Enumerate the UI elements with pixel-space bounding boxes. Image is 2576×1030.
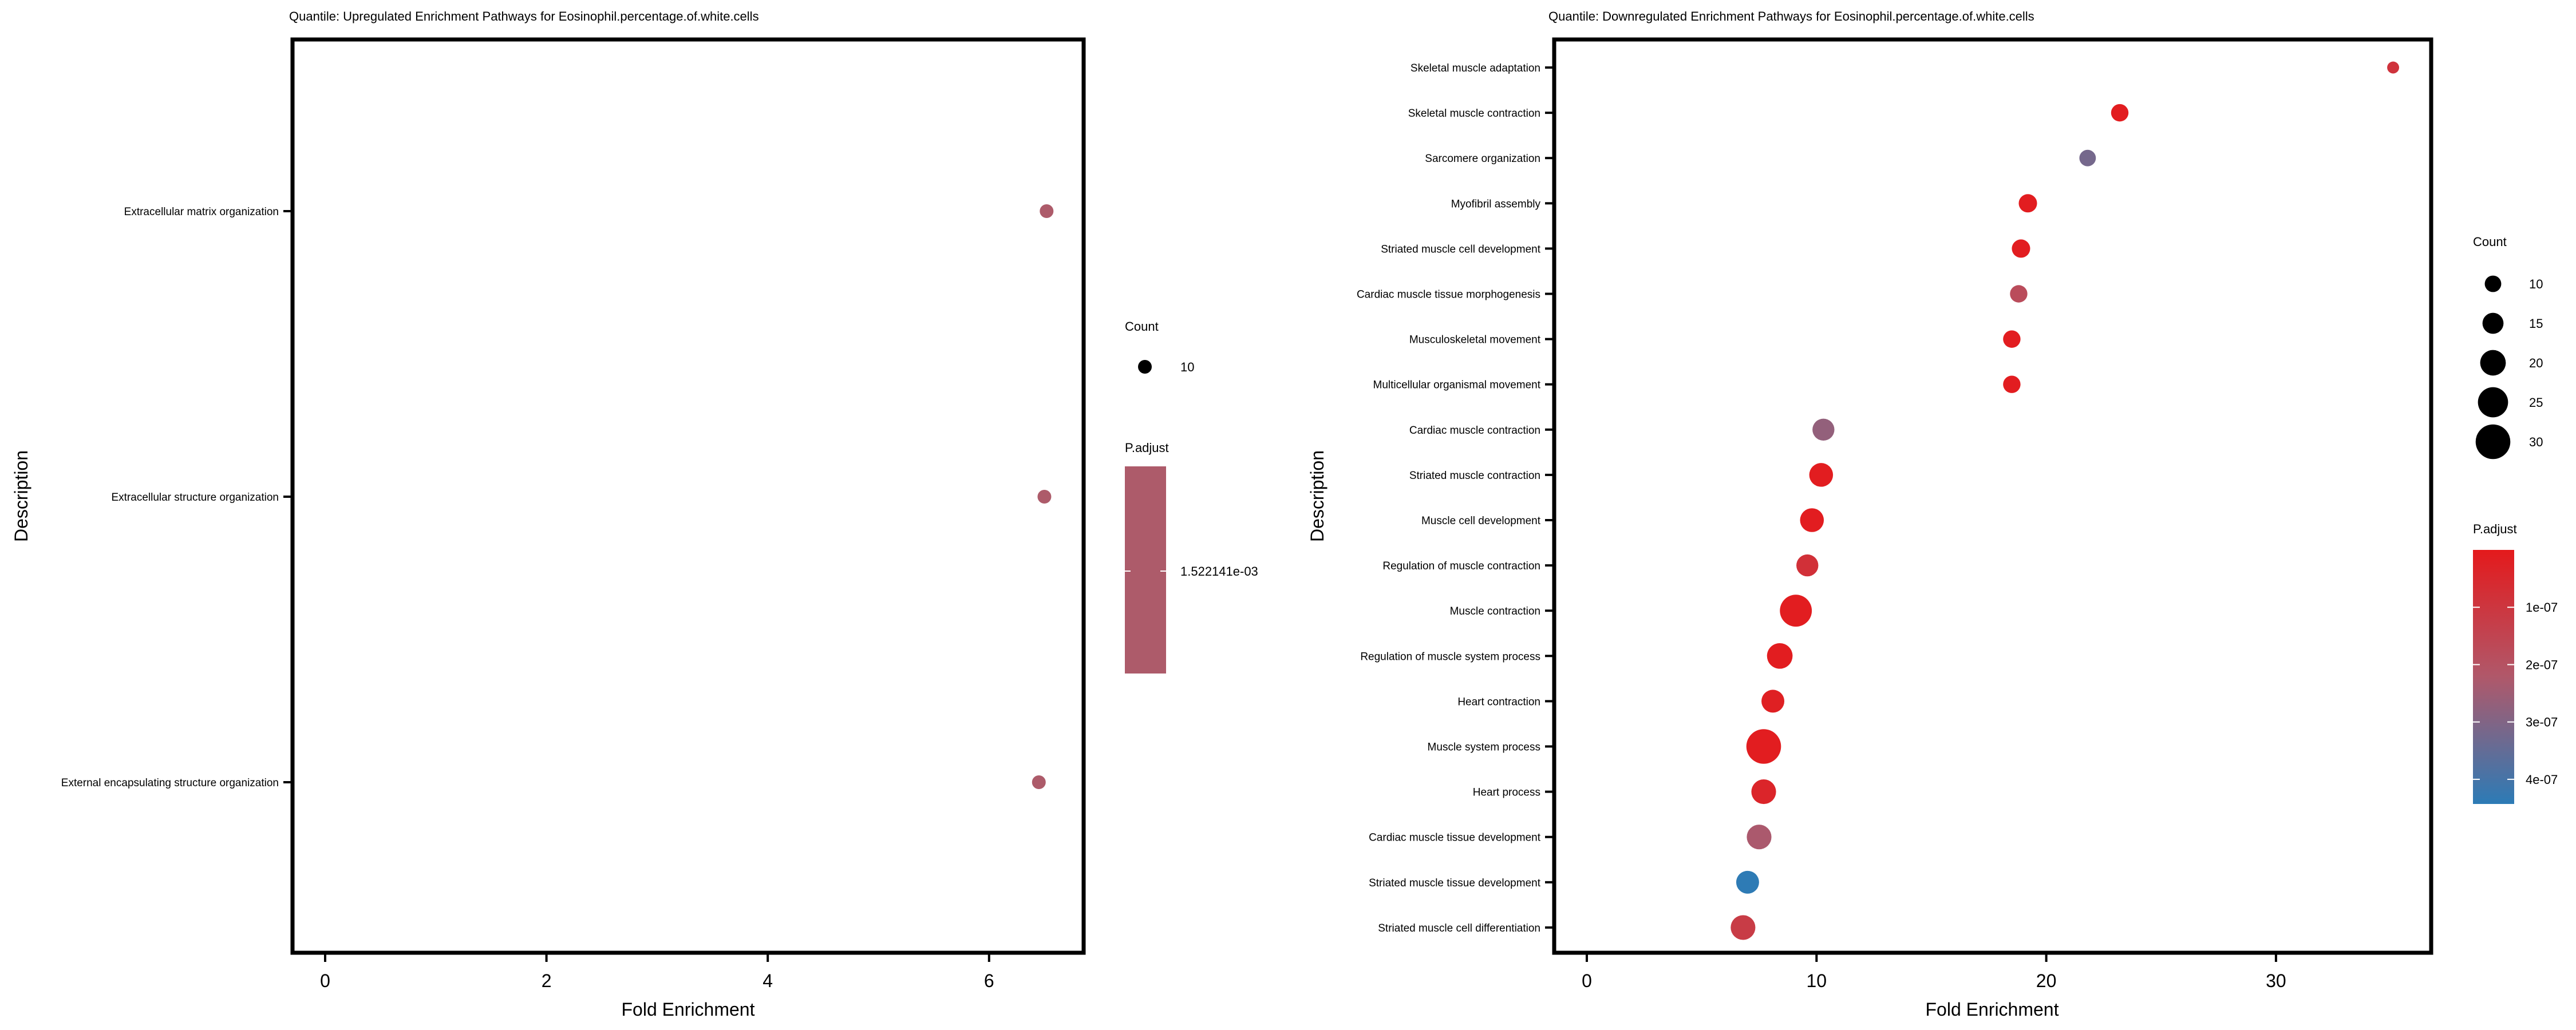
y-tick-label: Striated muscle cell differentiation	[1378, 922, 1540, 934]
data-point	[2111, 104, 2129, 122]
padjust-legend-title: P.adjust	[1125, 441, 1169, 455]
count-legend-label: 15	[2529, 316, 2543, 331]
y-tick-label: Muscle system process	[1428, 742, 1540, 754]
data-point	[1037, 490, 1052, 504]
count-legend-label: 10	[2529, 277, 2543, 291]
data-point	[2012, 239, 2030, 258]
downregulated-panel: Quantile: Downregulated Enrichment Pathw…	[1307, 9, 2558, 1020]
count-legend-label: 20	[2529, 356, 2543, 370]
x-tick-label: 6	[984, 970, 994, 991]
data-point	[1040, 204, 1054, 218]
data-point	[1736, 870, 1759, 894]
plot-border	[290, 37, 1086, 955]
chart-title: Quantile: Upregulated Enrichment Pathway…	[289, 9, 759, 23]
data-point	[1747, 825, 1772, 850]
y-tick-label: Striated muscle tissue development	[1369, 877, 1541, 889]
count-legend-dot	[2480, 350, 2506, 376]
y-tick-label: Extracellular matrix organization	[124, 206, 279, 218]
y-tick-label: External encapsulating structure organiz…	[61, 777, 279, 789]
padjust-colorbar	[2473, 550, 2514, 804]
data-point	[1767, 643, 1793, 669]
y-tick-label: Skeletal muscle contraction	[1408, 108, 1540, 120]
x-tick-label: 0	[1582, 970, 1592, 991]
data-point	[2387, 61, 2400, 74]
count-legend-dot	[2484, 275, 2502, 292]
padjust-legend-label: 3e-07	[2526, 715, 2558, 730]
y-axis-title: Description	[11, 450, 31, 542]
padjust-legend-label: 1e-07	[2526, 600, 2558, 615]
y-tick-label: Striated muscle contraction	[1409, 470, 1540, 482]
x-tick-label: 30	[2266, 970, 2286, 991]
data-point	[1751, 779, 1776, 805]
y-tick-label: Cardiac muscle tissue development	[1369, 832, 1541, 844]
data-point	[1812, 418, 1835, 441]
y-tick-label: Regulation of muscle contraction	[1382, 560, 1540, 572]
padjust-legend-title: P.adjust	[2473, 522, 2517, 536]
count-legend-dot	[2482, 312, 2504, 334]
data-point	[1809, 463, 1834, 487]
y-tick-label: Heart process	[1473, 787, 1540, 799]
data-point	[2003, 330, 2021, 348]
data-point	[1746, 729, 1781, 764]
y-tick-label: Regulation of muscle system process	[1360, 651, 1540, 663]
chart-title: Quantile: Downregulated Enrichment Pathw…	[1548, 9, 2034, 23]
y-tick-label: Heart contraction	[1457, 696, 1540, 708]
data-point	[2079, 149, 2096, 167]
plot-border	[1552, 37, 2433, 955]
data-point	[1730, 915, 1756, 940]
count-legend-label: 25	[2529, 395, 2543, 410]
data-point	[2018, 194, 2037, 213]
y-tick-label: Multicellular organismal movement	[1373, 379, 1541, 391]
y-axis-title: Description	[1307, 450, 1327, 542]
y-tick-label: Muscle contraction	[1450, 605, 1540, 617]
x-tick-label: 0	[320, 970, 330, 991]
padjust-legend-label: 1.522141e-03	[1180, 564, 1258, 579]
count-legend-label: 30	[2529, 435, 2543, 449]
x-axis-title: Fold Enrichment	[1926, 999, 2059, 1020]
count-legend-title: Count	[1125, 319, 1159, 334]
data-point	[1796, 554, 1819, 577]
upregulated-panel: Quantile: Upregulated Enrichment Pathway…	[11, 9, 1258, 1020]
data-point	[2003, 375, 2021, 393]
count-legend-label: 10	[1180, 360, 1194, 374]
count-legend-dot	[1138, 360, 1152, 374]
padjust-legend-label: 4e-07	[2526, 772, 2558, 787]
y-tick-label: Myofibril assembly	[1451, 198, 1541, 210]
y-tick-label: Muscle cell development	[1421, 515, 1541, 527]
y-tick-label: Cardiac muscle contraction	[1409, 425, 1540, 437]
count-legend-dot	[2475, 424, 2511, 459]
padjust-legend-label: 2e-07	[2526, 657, 2558, 672]
x-tick-label: 4	[762, 970, 773, 991]
data-point	[1761, 690, 1785, 713]
data-point	[1032, 775, 1046, 789]
y-tick-label: Cardiac muscle tissue morphogenesis	[1357, 289, 1540, 301]
padjust-colorbar	[1125, 466, 1166, 674]
x-axis-title: Fold Enrichment	[622, 999, 755, 1020]
count-legend-title: Count	[2473, 235, 2507, 249]
x-tick-label: 20	[2036, 970, 2057, 991]
x-tick-label: 10	[1807, 970, 1827, 991]
y-tick-label: Skeletal muscle adaptation	[1411, 62, 1540, 74]
x-tick-label: 2	[542, 970, 552, 991]
y-tick-label: Sarcomere organization	[1425, 153, 1540, 165]
data-point	[1780, 595, 1812, 627]
data-point	[2010, 285, 2028, 303]
y-tick-label: Extracellular structure organization	[111, 492, 279, 504]
count-legend-dot	[2478, 387, 2508, 418]
y-tick-label: Musculoskeletal movement	[1409, 334, 1541, 346]
data-point	[1800, 508, 1824, 532]
y-tick-label: Striated muscle cell development	[1381, 243, 1541, 255]
